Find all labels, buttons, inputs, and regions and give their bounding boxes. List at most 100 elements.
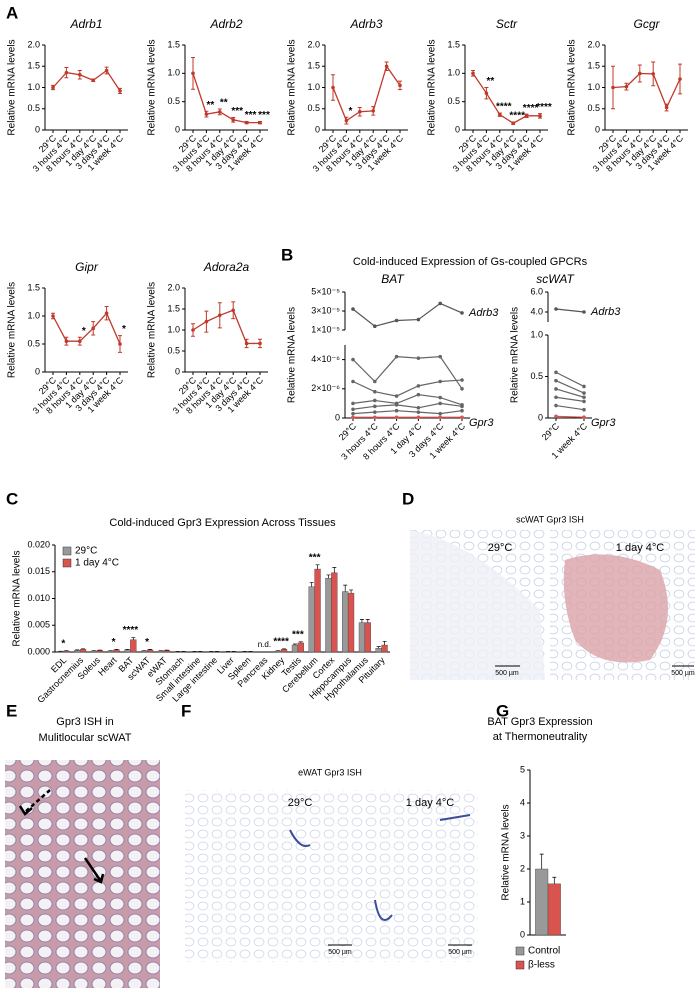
- line: [555, 388, 585, 398]
- point: [438, 411, 443, 416]
- y-tick-label: 0.5: [27, 338, 40, 348]
- y-tick-label: 1.5: [167, 39, 180, 49]
- arrow-head: [18, 805, 33, 816]
- point: [538, 114, 542, 118]
- y-tick-label: 5: [520, 764, 525, 774]
- error-bar: [539, 853, 544, 869]
- y-tick-label: 2.0: [587, 39, 600, 49]
- point: [394, 318, 399, 323]
- point: [373, 415, 377, 420]
- y-tick-label: 0: [538, 412, 543, 422]
- y-tick-label: 2.0: [27, 39, 40, 49]
- arrow: [83, 857, 102, 881]
- panel-label: F: [181, 701, 191, 720]
- significance: n.d.: [258, 640, 271, 649]
- significance: *: [145, 637, 149, 648]
- point: [191, 71, 195, 76]
- y-tick-label: 0.5: [307, 103, 320, 113]
- point: [394, 403, 399, 407]
- bar: [74, 650, 81, 653]
- y-tick-label: 1.5: [587, 61, 600, 71]
- significance: *: [122, 324, 126, 335]
- point: [416, 392, 421, 397]
- scale-label: 500 µm: [671, 670, 695, 677]
- point: [371, 109, 376, 113]
- point: [416, 317, 421, 322]
- point: [91, 326, 95, 331]
- y-tick-label: 0: [35, 124, 40, 134]
- chart-title: Adrb2: [209, 17, 242, 31]
- y-tick-label: 1.5: [447, 39, 460, 49]
- point: [582, 391, 586, 395]
- y-axis-label: Relative mRNA levels: [510, 307, 521, 403]
- y-tick-label: 1.0: [167, 68, 180, 78]
- point: [394, 415, 399, 420]
- y-tick-label: 0: [175, 124, 180, 134]
- scale-label: 500 µm: [328, 949, 352, 956]
- y-tick-label: 0.5: [167, 345, 180, 355]
- line: [352, 302, 463, 327]
- arrow-head: [93, 873, 105, 884]
- x-tick-label: Heart: [96, 655, 119, 678]
- y-tick-label: 1.5: [27, 282, 40, 292]
- point: [64, 339, 69, 344]
- ish-image: [410, 530, 695, 680]
- point: [664, 105, 669, 110]
- point: [438, 301, 443, 306]
- y-axis-label: Relative mRNA levels: [501, 804, 512, 900]
- bar: [275, 650, 282, 653]
- point: [118, 89, 122, 93]
- y-tick-label: 2.0: [167, 282, 180, 292]
- line: [192, 73, 260, 124]
- y-tick-label: 0.5: [587, 103, 600, 113]
- error-bar: [382, 640, 387, 646]
- image-label: 29°C: [488, 542, 513, 554]
- point: [554, 395, 558, 400]
- point: [351, 401, 355, 406]
- image-title: Gpr3 ISH in: [56, 716, 113, 728]
- line: [555, 308, 585, 313]
- point: [78, 72, 82, 77]
- line: [52, 312, 121, 345]
- bar: [308, 586, 315, 653]
- point: [104, 68, 109, 73]
- point: [554, 370, 558, 375]
- error-bar: [125, 648, 130, 650]
- error-bar: [292, 643, 297, 646]
- point: [358, 109, 362, 114]
- point: [611, 85, 615, 90]
- series-label: Gpr3: [591, 417, 616, 429]
- bar: [325, 577, 332, 653]
- chart-title: Gipr: [75, 260, 99, 274]
- bar: [163, 650, 170, 653]
- bar: [342, 591, 349, 653]
- y-tick-label: 3×10⁻⁵: [311, 305, 340, 315]
- error-bar: [315, 564, 320, 570]
- significance: ****: [273, 636, 289, 647]
- y-tick-label: 3: [520, 830, 525, 840]
- panel-label: A: [6, 3, 18, 22]
- significance: **: [487, 76, 495, 87]
- x-tick-label: 29°C: [540, 421, 562, 443]
- point: [460, 408, 464, 413]
- y-tick-label: 2.0: [307, 39, 320, 49]
- bar: [79, 649, 87, 653]
- point: [344, 118, 349, 123]
- line: [555, 396, 585, 402]
- line: [555, 380, 585, 394]
- point: [258, 341, 262, 346]
- y-tick-label: 0: [520, 929, 525, 939]
- y-tick-label: 6.0: [530, 286, 543, 296]
- bar: [146, 649, 154, 653]
- point: [104, 311, 109, 316]
- bar: [90, 650, 98, 653]
- bar: [297, 642, 304, 653]
- point: [218, 313, 222, 318]
- bar: [347, 592, 355, 653]
- error-bar: [298, 641, 303, 643]
- significance: ***: [309, 552, 321, 563]
- point: [384, 64, 389, 69]
- series-label: Gpr3: [469, 417, 494, 429]
- point: [678, 77, 682, 81]
